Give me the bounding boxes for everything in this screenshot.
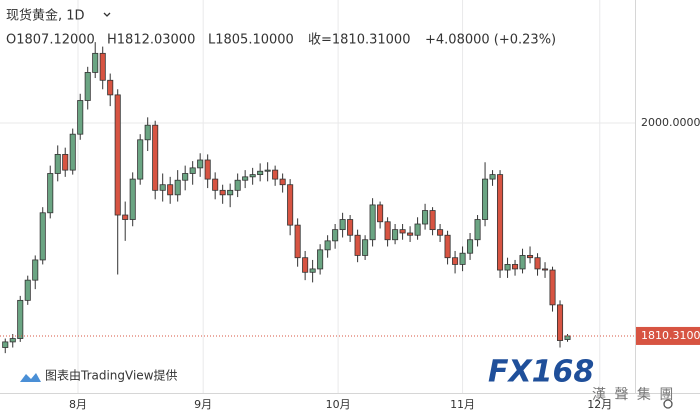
candle-body [504,264,511,271]
candle-body [512,264,519,270]
candle-body [227,189,234,196]
logo-subtitle: 漢 聲 集 團 [592,386,675,403]
candle-body [204,159,211,180]
candle-body [339,219,346,231]
candle-body [362,239,369,256]
candle-body [189,167,196,174]
candle-body [167,184,174,196]
candle-body [77,100,84,135]
candle-body [129,178,136,220]
candle-body [377,204,384,223]
high-value: H1812.03000 [107,33,195,48]
x-tick-label: 10月 [326,398,351,411]
candle-body [369,204,376,241]
candle-body [422,210,429,225]
candle-body [264,169,271,172]
candle-body [287,184,294,226]
candle-body [272,169,279,180]
candle-body [519,255,526,270]
candle-body [47,173,54,214]
candle-body [219,189,226,196]
candle-body [62,153,69,171]
candle-body [437,229,444,236]
candle-body [24,279,31,301]
candle-body [324,240,331,251]
candle-body [234,179,241,191]
close-value: 收=1810.31000 [308,33,410,48]
x-tick-label: 11月 [450,398,475,411]
candle-body [497,174,504,271]
logo: FX168 [488,355,594,390]
candle-body [69,133,76,171]
low-value: L1805.10000 [208,33,294,48]
candle-body [182,173,189,181]
last-price-box [636,326,700,345]
candle-body [467,239,474,254]
candle-body [527,255,534,259]
candle-body [17,299,24,339]
x-tick-label: 8月 [69,398,87,411]
change-value: +4.08000 (+0.23%) [425,33,556,48]
open-value: O1807.12000 [6,33,95,48]
candle-body [249,174,256,178]
settings-icon[interactable] [663,399,673,409]
candle-body [557,304,564,341]
candle-body [452,257,459,265]
candle-body [399,229,406,234]
plot [0,0,635,393]
candle-body [2,341,9,348]
candle-body [39,212,46,261]
symbol-title: 现货黄金, 1D [6,8,85,24]
candle-body [482,178,489,220]
x-tick-label: 12月 [587,398,612,411]
candle-body [32,259,39,281]
x-tick-label: 9月 [194,398,212,411]
candle-body [294,224,301,259]
tradingview-icon [20,373,41,382]
candle-body [489,174,496,180]
candle-body [317,249,324,270]
candle-body [309,268,316,273]
candle-body [414,223,421,236]
candle-body [114,94,121,216]
candle-body [392,229,399,241]
candle-body [9,338,16,343]
y-tick-label: 2000.00000 [641,116,700,129]
candle-body [152,124,159,191]
candle-body [407,232,414,236]
candle-body [212,178,219,191]
candle-body [347,219,354,236]
candle-body [197,159,204,169]
credit[interactable]: 图表由TradingView提供 [45,368,178,383]
candle-body [564,335,571,340]
candle-body [107,79,114,96]
candle-body [279,178,286,186]
candle-body [384,221,391,241]
candle-body [429,210,436,231]
last-price-label: 1810.31000 [641,329,700,342]
candle-body [144,124,151,141]
candle-body [459,252,466,265]
dropdown-icon[interactable] [103,12,111,17]
candle-body [84,72,91,101]
candle-body [257,170,264,176]
candle-body [534,257,541,270]
candle-body [354,234,361,256]
candle-body [122,214,129,220]
candle-body [99,52,106,81]
candle-body [444,234,451,259]
candle-body [159,184,166,191]
candle-body [302,257,309,273]
candle-body [549,269,556,306]
candle-body [542,268,549,271]
candle-body [92,52,99,73]
candle-body [137,139,144,180]
candle-body [332,229,339,242]
candle-body [474,219,481,241]
candle-body [242,176,249,181]
candle-body [174,179,181,196]
candle-body [54,153,61,174]
